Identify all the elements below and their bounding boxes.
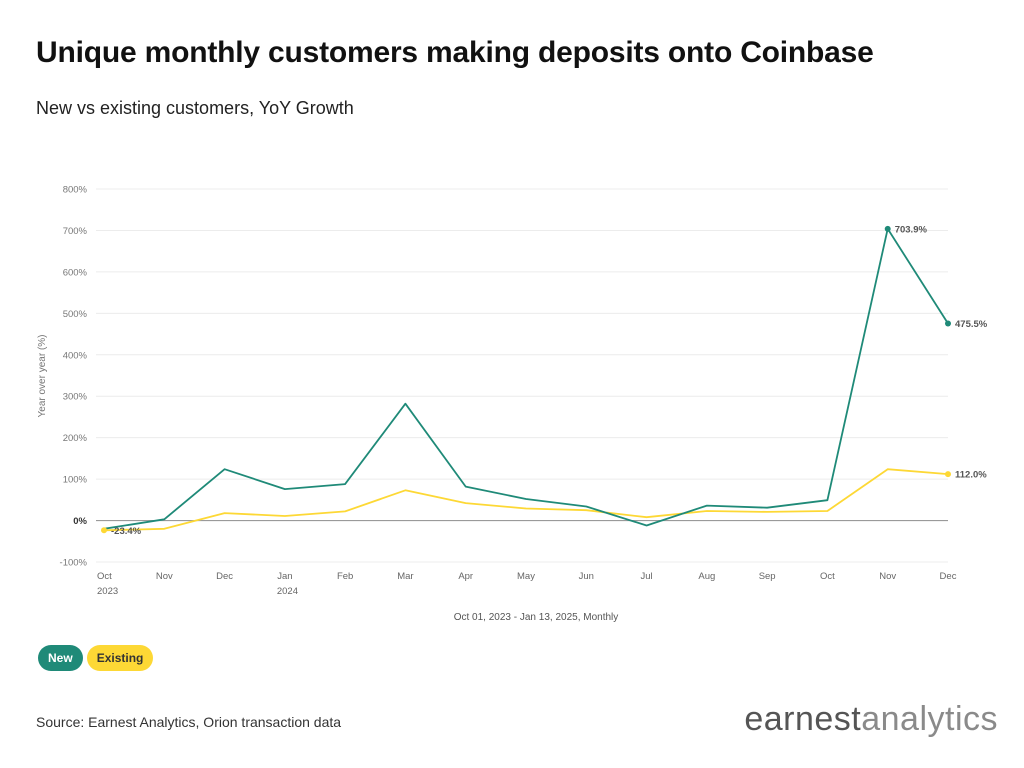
x-tick-label: Oct xyxy=(97,571,112,582)
x-tick-label: Oct xyxy=(820,571,835,582)
x-axis-title: Oct 01, 2023 - Jan 13, 2025, Monthly xyxy=(454,612,619,623)
data-point-new xyxy=(884,225,891,232)
x-tick-label: May xyxy=(517,571,535,582)
data-label: 703.9% xyxy=(895,224,928,235)
page-title: Unique monthly customers making deposits… xyxy=(36,36,874,69)
y-tick-label: 300% xyxy=(63,392,88,403)
brand-logo: earnestanalytics xyxy=(744,700,998,739)
y-tick-label: 400% xyxy=(63,350,88,361)
data-point-new xyxy=(945,320,951,327)
series-line-new xyxy=(103,227,949,530)
x-tick-label: Apr xyxy=(458,571,473,582)
line-chart: -100% 0% 100% 200% 300% 400% 500% 600% 700% 800% O… xyxy=(37,185,988,624)
x-tick-label: Dec xyxy=(216,571,233,582)
x-tick-label: Sep xyxy=(759,571,776,582)
y-tick-label: 200% xyxy=(63,433,88,444)
brand-logo-part2: analytics xyxy=(861,700,998,738)
y-tick-label: 700% xyxy=(63,226,88,237)
y-tick-label: 0% xyxy=(73,516,87,527)
x-tick-label: Nov xyxy=(879,571,896,582)
brand-logo-part1: earnest xyxy=(744,700,862,738)
x-tick-label: Dec xyxy=(940,571,957,582)
y-axis-title: Year over year (%) xyxy=(37,335,48,418)
legend-item-new[interactable]: New xyxy=(38,645,83,671)
data-label: 475.5% xyxy=(955,319,988,330)
y-tick-label: 500% xyxy=(63,309,88,320)
y-tick-label: -100% xyxy=(60,558,88,569)
x-tick-label: Nov xyxy=(156,571,173,582)
series-line-existing xyxy=(103,468,949,532)
y-tick-label: 600% xyxy=(63,267,88,278)
x-year-label: 2023 xyxy=(97,586,118,597)
legend: New Existing xyxy=(38,645,154,671)
x-tick-label: Feb xyxy=(337,571,353,582)
x-tick-label: Aug xyxy=(698,571,715,582)
data-point-existing xyxy=(945,471,951,478)
page-subtitle: New vs existing customers, YoY Growth xyxy=(36,98,354,118)
data-label: 112.0% xyxy=(955,470,987,481)
data-label: -23.4% xyxy=(111,526,142,537)
x-tick-label: Jan xyxy=(277,571,292,582)
x-year-label: 2024 xyxy=(277,586,298,597)
x-tick-label: Jul xyxy=(640,571,652,582)
legend-item-existing[interactable]: Existing xyxy=(86,645,154,671)
x-tick-label: Mar xyxy=(397,571,413,582)
x-tick-label: Jun xyxy=(579,571,594,582)
source-note: Source: Earnest Analytics, Orion transac… xyxy=(36,714,342,730)
y-tick-label: 100% xyxy=(63,475,88,486)
y-tick-label: 800% xyxy=(63,185,88,196)
data-point-existing xyxy=(101,527,107,534)
